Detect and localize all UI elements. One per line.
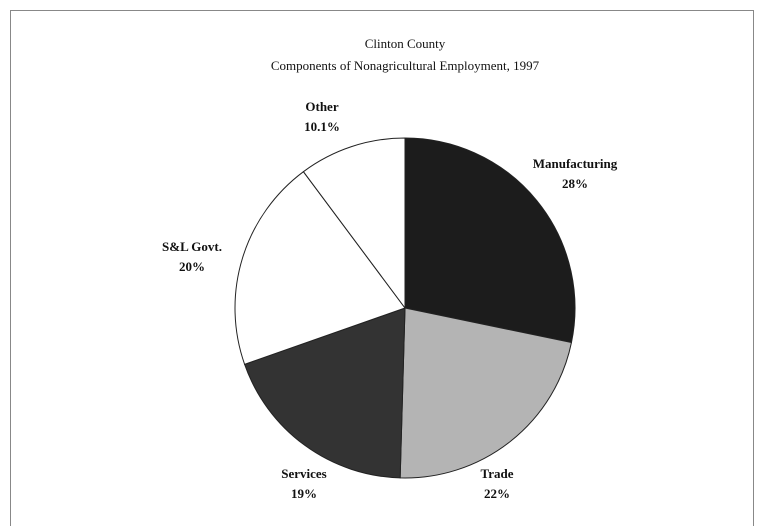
- chart-subtitle: Components of Nonagricultural Employment…: [271, 58, 540, 73]
- slice-value-label: 10.1%: [304, 119, 340, 134]
- chart-title: Clinton County: [365, 36, 446, 51]
- pie-slice: [399, 307, 573, 479]
- slice-label: Other: [305, 99, 338, 114]
- slice-label: S&L Govt.: [162, 239, 222, 254]
- slice-value-label: 28%: [562, 176, 588, 191]
- slice-label: Services: [281, 466, 326, 481]
- pie-slice: [302, 137, 406, 310]
- slice-label: Manufacturing: [533, 156, 618, 171]
- slice-value-label: 19%: [291, 486, 317, 501]
- frame: [10, 10, 754, 526]
- pie-slice: [404, 137, 576, 344]
- slice-value-label: 22%: [484, 486, 510, 501]
- slice-label: Trade: [481, 466, 514, 481]
- slice-value-label: 20%: [179, 259, 205, 274]
- pie-slice: [234, 170, 406, 365]
